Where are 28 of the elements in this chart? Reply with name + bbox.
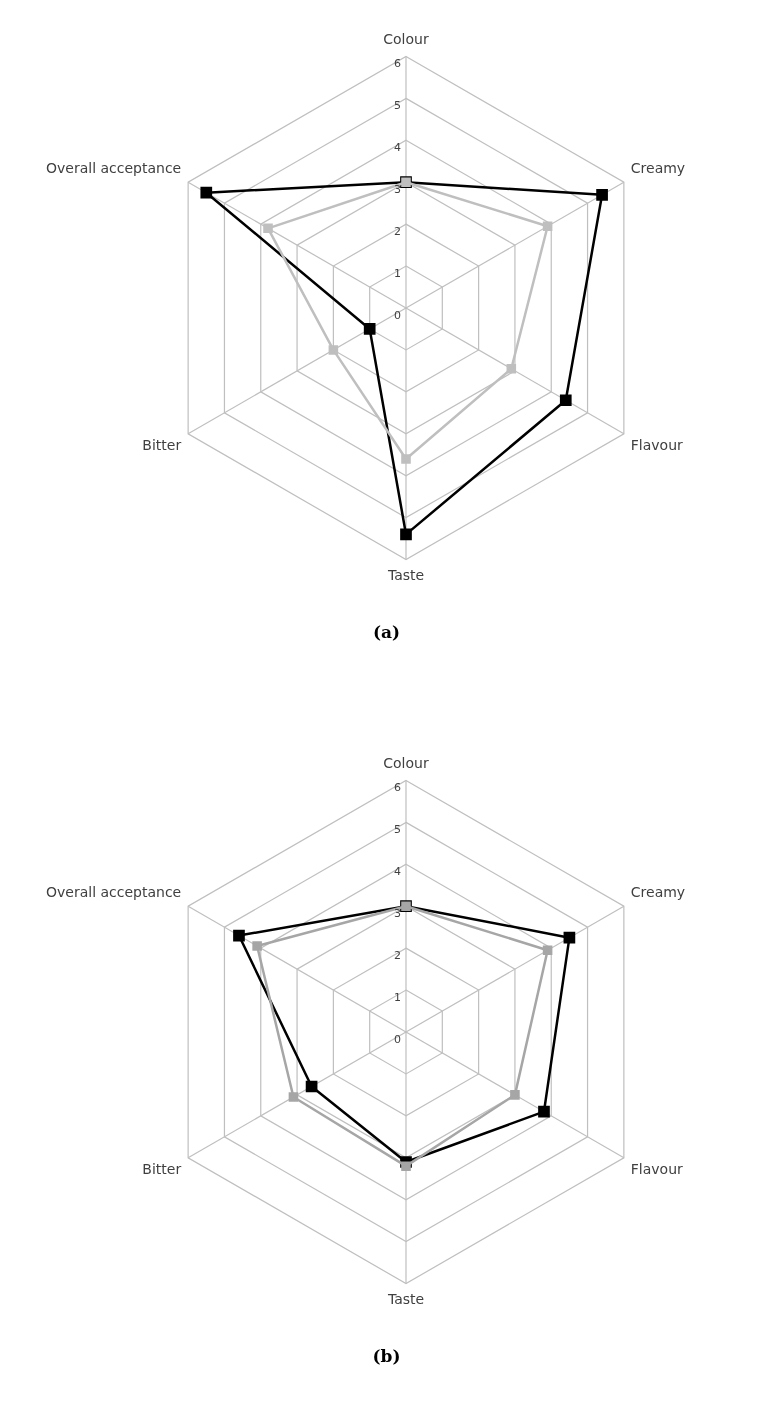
spoke-label: Flavour bbox=[630, 1160, 683, 1177]
text: (b) bbox=[371, 1346, 402, 1366]
spoke-label: Overall acceptance bbox=[45, 884, 181, 901]
y-tick-label: 4 bbox=[393, 865, 401, 879]
spoke-label: Bitter bbox=[141, 436, 181, 453]
spoke-label: Overall acceptance bbox=[45, 160, 181, 177]
y-tick-label: 0 bbox=[393, 308, 401, 322]
y-tick-label: 2 bbox=[393, 949, 401, 962]
y-tick-label: 3 bbox=[393, 907, 401, 921]
y-tick-label: 6 bbox=[393, 781, 401, 795]
spoke-label: Creamy bbox=[630, 884, 685, 901]
y-tick-label: 5 bbox=[393, 823, 401, 837]
spoke-label: Colour bbox=[382, 30, 429, 47]
spoke-label: Creamy bbox=[630, 160, 685, 177]
y-tick-label: 3 bbox=[393, 183, 401, 197]
spoke-label: Flavour bbox=[630, 436, 683, 453]
spoke-label: Taste bbox=[386, 566, 424, 583]
y-tick-label: 0 bbox=[393, 1032, 401, 1046]
y-tick-label: 1 bbox=[393, 990, 401, 1004]
y-tick-label: 6 bbox=[393, 57, 401, 71]
spoke-label: Bitter bbox=[141, 1160, 181, 1177]
y-tick-label: 1 bbox=[393, 266, 401, 280]
spoke-label: Taste bbox=[386, 1290, 424, 1307]
y-tick-label: 5 bbox=[393, 99, 401, 113]
y-tick-label: 4 bbox=[393, 141, 401, 155]
text: (a) bbox=[371, 622, 402, 642]
y-tick-label: 2 bbox=[393, 225, 401, 238]
spoke-label: Colour bbox=[382, 754, 429, 771]
